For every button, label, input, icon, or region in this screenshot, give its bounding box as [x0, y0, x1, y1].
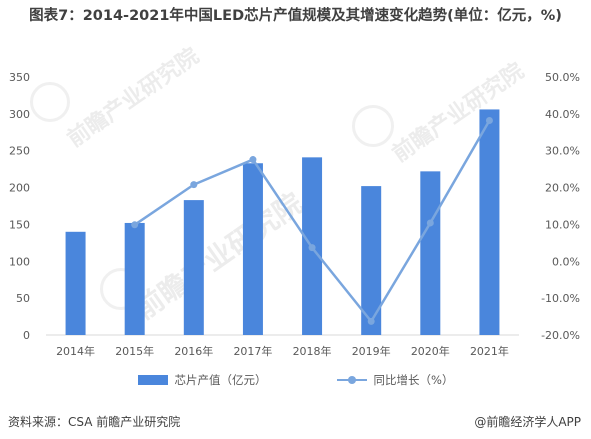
- bar: [479, 109, 500, 335]
- y-left-tick-label: 50: [16, 292, 30, 305]
- y-left-tick-label: 250: [9, 145, 30, 158]
- y-left-tick-label: 300: [9, 108, 30, 121]
- y-right-tick-label: 0.0%: [552, 255, 580, 268]
- y-left-tick-label: 0: [23, 329, 30, 342]
- legend-line-label: 同比增长（%）: [373, 373, 454, 387]
- y-right-tick-label: 40.0%: [545, 108, 580, 121]
- y-left-tick-label: 200: [9, 182, 30, 195]
- bar: [65, 231, 86, 335]
- x-tick-label: 2020年: [411, 344, 450, 358]
- bar: [242, 163, 263, 335]
- bar: [420, 171, 441, 335]
- x-tick-label: 2015年: [115, 344, 154, 358]
- x-tick-label: 2014年: [56, 344, 95, 358]
- brand-label: @前瞻经济学人APP: [474, 415, 581, 429]
- x-tick-label: 2021年: [470, 344, 509, 358]
- growth-point: [190, 181, 198, 189]
- x-tick-label: 2018年: [293, 344, 332, 358]
- y-right-tick-label: -20.0%: [541, 329, 580, 342]
- growth-point: [131, 221, 139, 229]
- legend-bar-label: 芯片产值（亿元）: [174, 373, 267, 387]
- y-right-tick-label: 10.0%: [545, 218, 580, 231]
- x-tick-label: 2017年: [233, 344, 272, 358]
- bar: [124, 222, 145, 335]
- x-tick-label: 2016年: [174, 344, 213, 358]
- y-right-tick-label: 20.0%: [545, 182, 580, 195]
- y-right-tick-label: 30.0%: [545, 145, 580, 158]
- growth-point: [308, 244, 316, 252]
- y-left-tick-label: 350: [9, 71, 30, 84]
- y-right-tick-label: 50.0%: [545, 71, 580, 84]
- legend-line-swatch: [336, 375, 367, 385]
- growth-point: [367, 317, 375, 325]
- y-left-tick-label: 100: [9, 255, 30, 268]
- y-right-tick-label: -10.0%: [541, 292, 580, 305]
- bar: [183, 200, 204, 335]
- chart-legend: 芯片产值（亿元） 同比增长（%）: [0, 369, 591, 391]
- growth-point: [426, 219, 434, 227]
- x-tick-label: 2019年: [352, 344, 391, 358]
- y-left-tick-label: 150: [9, 218, 30, 231]
- chart-title: 图表7：2014-2021年中国LED芯片产值规模及其增速变化趋势(单位：亿元，…: [29, 8, 562, 24]
- growth-point: [249, 156, 257, 164]
- source-note: 资料来源：CSA 前瞻产业研究院: [8, 415, 181, 429]
- legend-item-bars: 芯片产值（亿元）: [137, 372, 267, 388]
- legend-item-line: 同比增长（%）: [336, 372, 454, 388]
- legend-bar-swatch: [137, 375, 168, 385]
- bar: [361, 186, 382, 335]
- growth-point: [485, 116, 493, 124]
